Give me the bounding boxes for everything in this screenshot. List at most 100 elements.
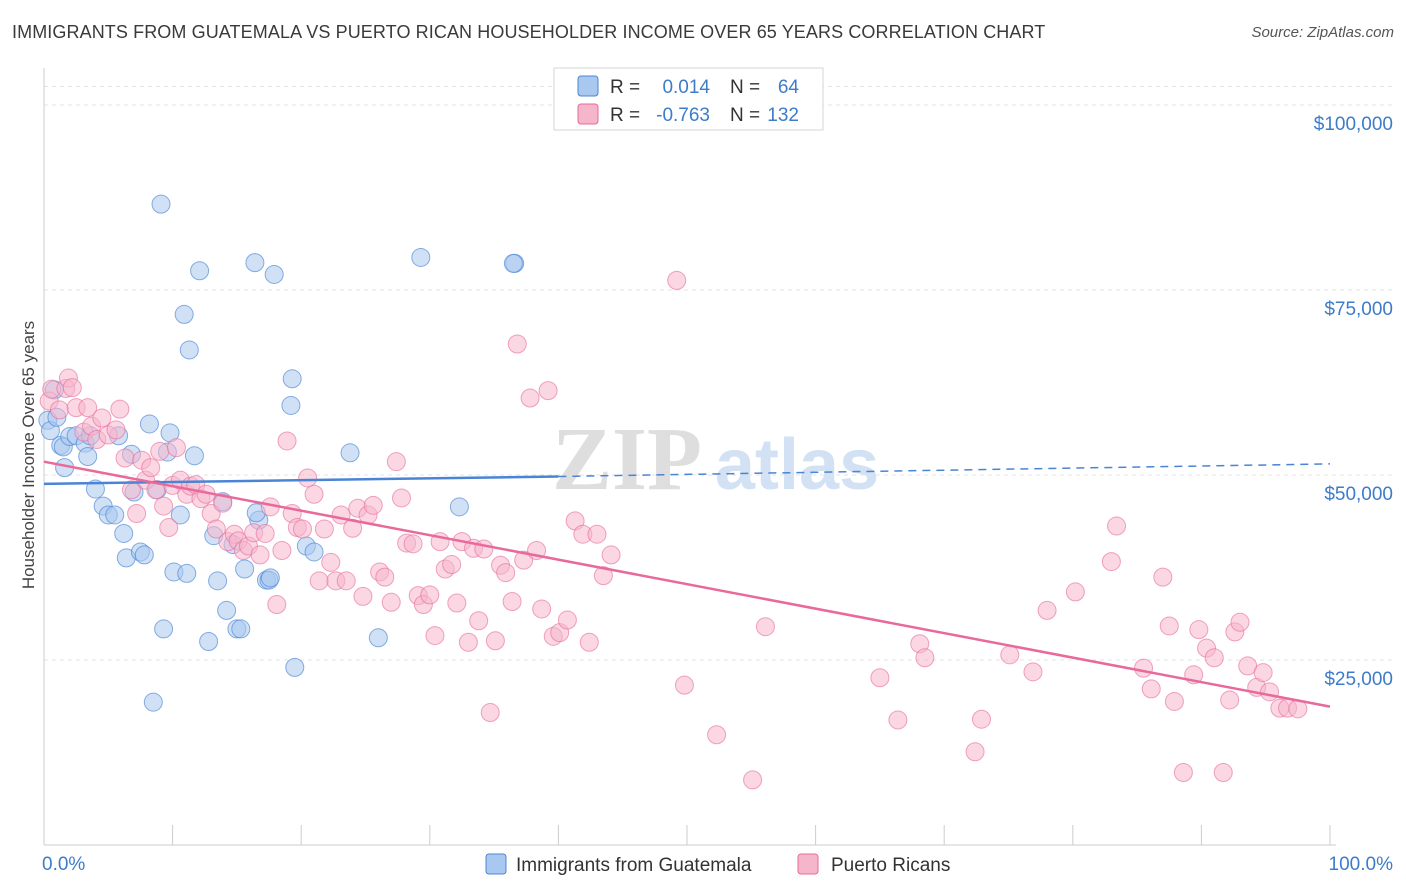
point-puerto-rican xyxy=(425,626,445,646)
point-puerto-rican xyxy=(447,593,467,613)
point-puerto-rican xyxy=(707,725,727,745)
point-puerto-rican xyxy=(915,648,935,668)
point-puerto-rican xyxy=(363,495,383,515)
point-guatemala xyxy=(411,247,431,267)
trend-line-guatemala-extension xyxy=(558,463,1331,478)
point-puerto-rican xyxy=(514,550,534,570)
point-guatemala xyxy=(235,559,255,579)
point-puerto-rican xyxy=(971,709,991,729)
point-guatemala xyxy=(170,505,190,525)
point-guatemala xyxy=(503,253,523,273)
point-puerto-rican xyxy=(314,519,334,539)
point-puerto-rican xyxy=(1253,663,1273,683)
point-puerto-rican xyxy=(667,270,687,290)
point-puerto-rican xyxy=(1159,616,1179,636)
point-guatemala xyxy=(304,542,324,562)
point-puerto-rican xyxy=(206,519,226,539)
y-tick-labels: $25,000 $50,000 $75,000 $100,000 xyxy=(1314,114,1393,690)
point-guatemala xyxy=(85,479,105,499)
series-guatemala xyxy=(38,194,525,712)
point-puerto-rican xyxy=(420,585,440,605)
point-puerto-rican xyxy=(601,545,621,565)
point-puerto-rican xyxy=(557,610,577,630)
point-puerto-rican xyxy=(538,381,558,401)
legend-swatch-puerto-ricans xyxy=(577,103,599,125)
legend-n-label-guatemala: N = xyxy=(730,77,760,98)
point-puerto-rican xyxy=(1023,662,1043,682)
point-guatemala xyxy=(449,497,469,517)
point-guatemala xyxy=(340,443,360,463)
point-guatemala xyxy=(285,657,305,677)
point-puerto-rican xyxy=(403,534,423,554)
y-tick-label: $75,000 xyxy=(1324,299,1393,320)
point-guatemala xyxy=(281,395,301,415)
point-puerto-rican xyxy=(1065,582,1085,602)
point-puerto-rican xyxy=(674,675,694,695)
point-puerto-rican xyxy=(272,540,292,560)
point-puerto-rican xyxy=(965,742,985,762)
bottom-legend: Immigrants from Guatemala Puerto Ricans xyxy=(485,853,950,876)
point-guatemala xyxy=(368,628,388,648)
point-puerto-rican xyxy=(255,523,275,543)
trend-lines xyxy=(43,460,1331,708)
y-axis-label: Householder Income Over 65 years xyxy=(19,321,38,589)
point-puerto-rican xyxy=(304,484,324,504)
point-puerto-rican xyxy=(1134,658,1154,678)
point-puerto-rican xyxy=(49,400,69,420)
point-puerto-rican xyxy=(496,563,516,583)
point-puerto-rican xyxy=(375,567,395,587)
point-guatemala xyxy=(282,369,302,389)
point-puerto-rican xyxy=(485,631,505,651)
point-puerto-rican xyxy=(502,592,522,612)
point-puerto-rican xyxy=(298,468,318,488)
legend-r-label-guatemala: R = xyxy=(610,77,640,98)
point-guatemala xyxy=(217,600,237,620)
point-puerto-rican xyxy=(154,496,174,516)
point-guatemala xyxy=(105,505,125,525)
point-guatemala xyxy=(139,414,159,434)
point-guatemala xyxy=(177,563,197,583)
point-puerto-rican xyxy=(292,519,312,539)
legend-n-value-puerto-ricans: 132 xyxy=(767,105,799,126)
bottom-legend-swatch-guatemala xyxy=(485,853,507,875)
point-puerto-rican xyxy=(62,378,82,398)
point-puerto-rican xyxy=(78,398,98,418)
point-puerto-rican xyxy=(480,703,500,723)
series-puerto-ricans xyxy=(39,270,1308,790)
point-puerto-rican xyxy=(392,488,412,508)
point-puerto-rican xyxy=(1260,682,1280,702)
point-puerto-rican xyxy=(106,420,126,440)
x-tick-label-max: 100.0% xyxy=(1329,854,1394,875)
point-puerto-rican xyxy=(1153,567,1173,587)
point-puerto-rican xyxy=(267,595,287,614)
point-puerto-rican xyxy=(92,408,112,428)
point-puerto-rican xyxy=(250,545,270,565)
point-puerto-rican xyxy=(587,524,607,544)
point-guatemala xyxy=(114,523,134,543)
point-puerto-rican xyxy=(309,571,329,591)
point-puerto-rican xyxy=(579,632,599,652)
point-guatemala xyxy=(260,568,280,588)
point-puerto-rican xyxy=(1164,691,1184,711)
point-guatemala xyxy=(184,446,204,466)
point-guatemala xyxy=(245,253,265,273)
point-puerto-rican xyxy=(1101,552,1121,572)
bottom-legend-label-puerto-ricans: Puerto Ricans xyxy=(831,855,950,876)
chart-source: Source: ZipAtlas.com xyxy=(1251,24,1394,41)
point-puerto-rican xyxy=(336,571,356,591)
point-puerto-rican xyxy=(353,586,373,606)
point-guatemala xyxy=(154,619,174,639)
legend-frame xyxy=(553,67,824,131)
point-guatemala xyxy=(190,261,210,281)
point-puerto-rican xyxy=(442,555,462,575)
point-guatemala xyxy=(208,571,228,591)
point-guatemala xyxy=(151,194,171,214)
chart-title: IMMIGRANTS FROM GUATEMALA VS PUERTO RICA… xyxy=(12,22,1046,42)
trend-line-puerto-ricans xyxy=(43,460,1331,708)
legend-n-value-guatemala: 64 xyxy=(778,77,800,98)
point-puerto-rican xyxy=(507,334,527,354)
point-puerto-rican xyxy=(870,668,890,688)
point-puerto-rican xyxy=(1107,516,1127,536)
point-puerto-rican xyxy=(888,710,908,730)
